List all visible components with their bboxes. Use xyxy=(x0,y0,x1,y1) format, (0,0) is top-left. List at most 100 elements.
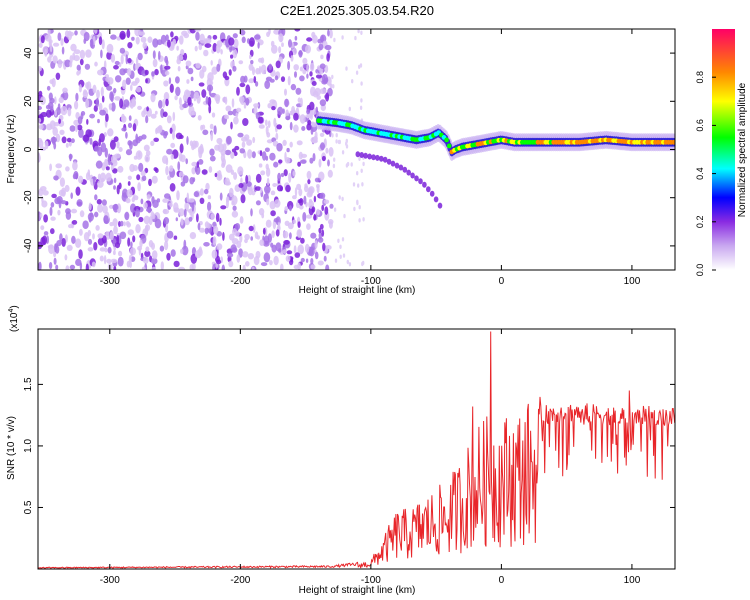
noise-speckle xyxy=(147,206,152,214)
noise-speckle xyxy=(285,255,291,262)
noise-speckle xyxy=(198,159,204,165)
noise-speckle xyxy=(185,60,192,67)
noise-speckle xyxy=(158,99,163,109)
snr-panel: -300 -200 -100 0 100 0.5 1.0 1.5 Height of str… xyxy=(6,305,676,596)
noise-speckle xyxy=(97,237,104,246)
noise-speckle xyxy=(61,46,65,55)
snr-y-axis: 0.5 1.0 1.5 xyxy=(23,377,675,514)
noise-speckle xyxy=(290,83,297,91)
noise-speckle xyxy=(360,98,363,103)
noise-speckle xyxy=(78,84,82,93)
noise-speckle xyxy=(150,140,155,146)
noise-speckle xyxy=(59,177,65,187)
noise-speckle xyxy=(180,181,186,187)
noise-speckle xyxy=(75,124,78,133)
x-tick-label: 100 xyxy=(624,575,641,586)
noise-speckle xyxy=(169,165,174,172)
noise-speckle xyxy=(289,205,292,212)
noise-speckle xyxy=(92,176,96,186)
noise-speckle xyxy=(49,42,53,53)
noise-speckle xyxy=(121,115,127,123)
noise-speckle xyxy=(75,92,79,102)
noise-speckle xyxy=(181,245,189,256)
noise-speckle xyxy=(338,139,341,145)
noise-speckle xyxy=(163,131,168,139)
noise-speckle xyxy=(123,99,130,108)
noise-speckle xyxy=(186,136,189,145)
branch-mark xyxy=(371,154,376,161)
snr-multiplier: (x104) xyxy=(8,305,20,332)
noise-speckle xyxy=(50,202,55,208)
noise-speckle xyxy=(176,54,184,62)
noise-speckle xyxy=(38,152,41,163)
noise-speckle xyxy=(239,29,246,36)
noise-speckle xyxy=(159,245,165,252)
noise-speckle xyxy=(187,67,194,75)
noise-speckle xyxy=(135,56,139,66)
noise-speckle xyxy=(318,158,322,168)
noise-speckle xyxy=(134,77,140,84)
noise-speckle xyxy=(140,170,146,177)
noise-speckle xyxy=(140,36,147,43)
noise-speckle xyxy=(212,34,218,40)
noise-speckle xyxy=(265,163,269,170)
noise-speckle xyxy=(309,157,314,164)
noise-speckle xyxy=(189,232,197,240)
noise-speckle xyxy=(119,30,126,40)
noise-speckle xyxy=(76,199,83,207)
noise-speckle xyxy=(308,246,315,257)
noise-speckle xyxy=(124,211,130,221)
noise-speckle xyxy=(205,182,210,191)
noise-speckle xyxy=(38,139,44,149)
noise-speckle xyxy=(332,84,335,89)
noise-speckle xyxy=(167,205,170,210)
noise-speckle xyxy=(126,29,131,39)
noise-speckle xyxy=(48,92,53,101)
noise-speckle xyxy=(69,60,73,68)
noise-speckle xyxy=(193,93,197,102)
noise-speckle xyxy=(259,150,263,157)
noise-speckle xyxy=(249,54,252,60)
noise-speckle xyxy=(38,124,44,130)
noise-speckle xyxy=(113,185,116,190)
noise-speckle xyxy=(175,76,180,84)
noise-speckle xyxy=(302,57,308,65)
noise-speckle xyxy=(238,183,244,188)
noise-speckle xyxy=(345,144,349,149)
noise-speckle xyxy=(321,229,325,237)
noise-speckle xyxy=(51,77,56,88)
noise-speckle xyxy=(65,166,70,172)
colorbar-tick-label: 0.8 xyxy=(695,71,705,84)
noise-speckle xyxy=(338,195,341,200)
noise-speckle xyxy=(152,38,159,48)
noise-speckle xyxy=(310,258,314,265)
noise-speckle xyxy=(42,190,49,196)
noise-speckle xyxy=(151,71,155,77)
y-tick-label: 1.5 xyxy=(23,377,34,391)
noise-speckle xyxy=(59,233,63,242)
noise-speckle xyxy=(201,169,208,175)
branch-mark xyxy=(390,160,396,167)
noise-speckle xyxy=(306,223,311,231)
noise-speckle xyxy=(321,75,326,82)
noise-speckle xyxy=(85,98,90,109)
noise-speckle xyxy=(146,106,150,112)
noise-speckle xyxy=(132,123,137,132)
noise-speckle xyxy=(175,217,178,222)
noise-speckle xyxy=(49,206,53,216)
noise-speckle xyxy=(125,197,131,204)
noise-speckle xyxy=(42,46,49,55)
x-tick-label: -300 xyxy=(100,575,120,586)
noise-speckle xyxy=(252,66,255,76)
noise-speckle xyxy=(335,133,338,138)
noise-speckle xyxy=(346,161,350,167)
y-tick-label: 20 xyxy=(23,95,34,107)
noise-speckle xyxy=(362,260,365,266)
noise-speckle xyxy=(266,177,270,186)
noise-speckle xyxy=(109,139,116,150)
noise-speckle xyxy=(113,266,117,270)
noise-speckle xyxy=(252,136,256,144)
noise-speckle xyxy=(47,244,54,249)
noise-speckle xyxy=(153,137,159,142)
